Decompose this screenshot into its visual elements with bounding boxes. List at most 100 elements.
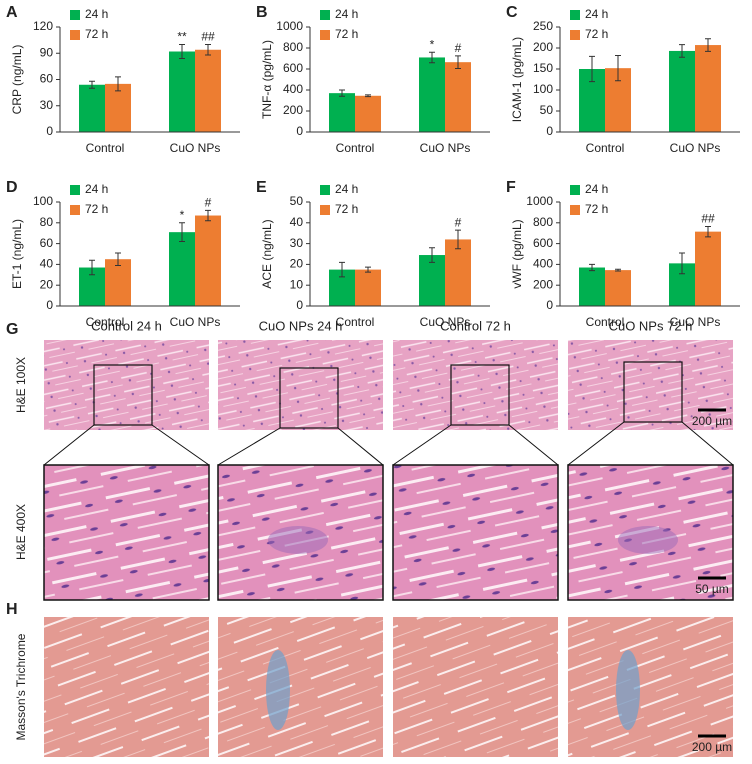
error-bar: [589, 55, 595, 83]
error-bar: [705, 38, 711, 52]
lesion: [618, 526, 678, 554]
legend-swatch: [320, 205, 330, 215]
column-header: Control 72 h: [440, 318, 511, 333]
bar: [329, 93, 355, 132]
x-tick-label: CuO NPs: [420, 141, 471, 155]
micrograph: [393, 340, 558, 430]
legend-label: 24 h: [585, 182, 608, 196]
significance: ##: [201, 30, 215, 44]
fibrosis: [266, 650, 290, 730]
panel-letter: C: [506, 4, 518, 21]
significance: #: [455, 215, 462, 229]
x-tick-label: CuO NPs: [170, 141, 221, 155]
y-tick-label: 0: [546, 298, 553, 312]
panel-letter: D: [6, 179, 18, 196]
bar: [79, 84, 105, 132]
legend-label: 72 h: [335, 202, 358, 216]
error-bar: [89, 259, 95, 276]
micrograph: [393, 617, 558, 757]
y-tick-label: 60: [40, 72, 54, 86]
scale-bar-label: 200 µm: [692, 740, 732, 754]
significance: *: [180, 208, 185, 222]
bar: [695, 231, 721, 306]
y-axis-label: CRP (ng/mL): [10, 45, 24, 115]
zoom-line: [337, 427, 384, 466]
error-bar: [589, 263, 595, 272]
bar: [169, 51, 195, 132]
significance: ##: [701, 212, 715, 226]
column-header: CuO NPs 24 h: [259, 318, 343, 333]
zoom-box: [450, 364, 510, 426]
panel-letter: E: [256, 179, 267, 196]
error-bar: [205, 44, 211, 56]
bar: [105, 83, 131, 132]
x-tick-label: CuO NPs: [420, 315, 471, 329]
y-tick-label: 800: [533, 215, 553, 229]
error-bar: [115, 76, 121, 92]
y-axis-label: ICAM-1 (pg/mL): [510, 37, 524, 122]
micrograph: [218, 340, 383, 430]
error-bar: [705, 225, 711, 238]
micrograph: [44, 340, 209, 430]
row-label: H&E 400X: [14, 504, 28, 560]
y-tick-label: 600: [283, 61, 303, 75]
bar: [695, 45, 721, 133]
bar: [419, 255, 445, 306]
error-bar: [615, 55, 621, 82]
error-bar: [205, 209, 211, 222]
y-tick-label: 200: [533, 277, 553, 291]
error-bar: [365, 266, 371, 273]
error-bar: [429, 51, 435, 64]
zoom-box: [623, 361, 683, 423]
micrograph: [43, 464, 210, 601]
y-tick-label: 200: [283, 103, 303, 117]
x-tick-label: Control: [86, 315, 125, 329]
bar: [195, 215, 221, 306]
y-tick-label: 1000: [276, 19, 303, 33]
lesion: [268, 526, 328, 554]
y-tick-label: 400: [533, 257, 553, 271]
y-tick-label: 150: [533, 61, 553, 75]
error-bar: [179, 44, 185, 59]
x-tick-label: CuO NPs: [670, 315, 721, 329]
legend-label: 72 h: [85, 202, 108, 216]
y-tick-label: 100: [33, 194, 53, 208]
error-bar: [455, 55, 461, 69]
zoom-box: [279, 367, 339, 429]
error-bar: [429, 247, 435, 263]
y-tick-label: 0: [46, 298, 53, 312]
x-tick-label: CuO NPs: [670, 141, 721, 155]
zoom-box: [93, 364, 153, 426]
panel-letter: G: [6, 321, 18, 338]
legend-swatch: [320, 185, 330, 195]
significance: *: [430, 37, 435, 51]
significance: **: [177, 30, 187, 44]
legend-label: 24 h: [585, 7, 608, 21]
y-tick-label: 0: [296, 298, 303, 312]
bar: [355, 269, 381, 306]
y-axis-label: vWF (pg/mL): [510, 219, 524, 288]
bar: [195, 49, 221, 132]
y-tick-label: 30: [290, 236, 304, 250]
significance: #: [205, 195, 212, 209]
error-bar: [339, 89, 345, 97]
error-bar: [679, 252, 685, 275]
row-label: Masson's Trichrome: [14, 633, 28, 740]
legend-label: 24 h: [335, 7, 358, 21]
y-tick-label: 90: [40, 45, 54, 59]
panel-letter: A: [6, 4, 18, 21]
x-tick-label: Control: [336, 141, 375, 155]
legend-label: 24 h: [85, 182, 108, 196]
column-header: Control 24 h: [91, 318, 162, 333]
legend-swatch: [70, 205, 80, 215]
bar: [355, 95, 381, 132]
error-bar: [455, 229, 461, 250]
panel-letter: B: [256, 4, 268, 21]
column-header: CuO NPs 72 h: [609, 318, 693, 333]
y-tick-label: 200: [533, 40, 553, 54]
legend-swatch: [70, 10, 80, 20]
fibrosis: [616, 650, 640, 730]
y-axis-label: TNF-α (pg/mL): [260, 40, 274, 119]
scale-bar-label: 200 µm: [692, 414, 732, 428]
